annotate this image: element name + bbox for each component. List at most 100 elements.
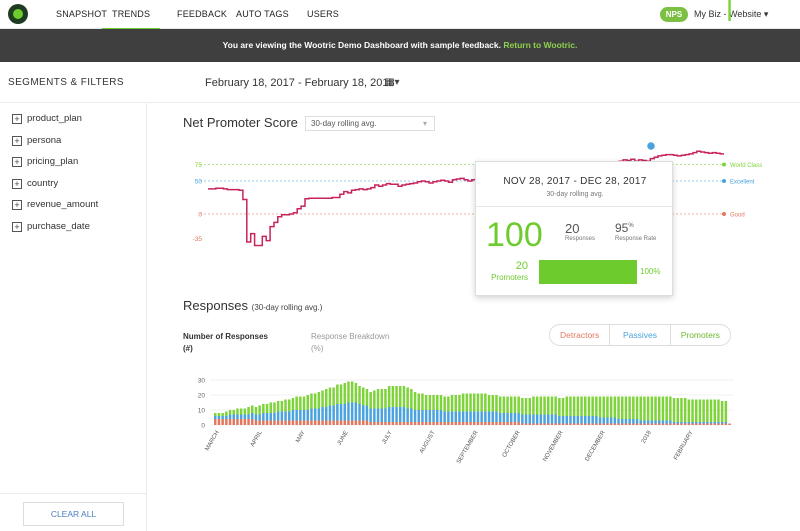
detractors-bar — [498, 422, 502, 425]
detractors-bar — [317, 420, 321, 425]
passives-bar — [595, 416, 598, 424]
nps-period-select[interactable]: 30-day rolling avg. ▾ — [305, 116, 435, 131]
passives-bar — [447, 411, 450, 422]
promoters-bar — [606, 396, 609, 418]
promoters-bar — [654, 396, 657, 421]
nav-tab-users[interactable]: USERS — [307, 9, 340, 19]
nps-badge[interactable]: NPS — [660, 7, 688, 22]
account-dropdown[interactable]: My Biz - Website ▾ — [694, 9, 769, 19]
expand-icon[interactable]: + — [12, 200, 22, 210]
detractors-bar — [547, 423, 550, 425]
passives-bar — [628, 419, 631, 424]
calendar-icon[interactable]: ▦▾ — [385, 77, 400, 88]
tooltip-responses-label: Responses — [565, 236, 596, 242]
detractors-bar — [487, 422, 491, 425]
detractors-bar — [535, 423, 539, 425]
expand-icon[interactable]: + — [12, 178, 22, 189]
chevron-down-icon: ▾ — [422, 119, 427, 128]
passives-bar — [709, 422, 713, 424]
passives-toggle[interactable]: Passives — [609, 325, 669, 345]
promoters-bar — [569, 396, 572, 416]
promoters-bar — [565, 396, 568, 416]
tab-label: Response Breakdown — [311, 332, 390, 341]
passives-bar — [565, 416, 568, 424]
detractors-bar — [265, 420, 269, 425]
nav-tab-auto-tags[interactable]: AUTO TAGS — [236, 9, 289, 19]
passives-bar — [658, 420, 661, 424]
filter-product-plan[interactable]: + product_plan — [12, 113, 98, 135]
detractors-bar — [506, 422, 509, 425]
detractors-toggle[interactable]: Detractors — [560, 330, 600, 340]
responses-y-tick: 30 — [198, 378, 206, 385]
nav-tab-feedback[interactable]: FEEDBACK — [177, 9, 228, 19]
return-link[interactable]: Return to Wootric. — [503, 40, 578, 50]
passives-bar — [243, 414, 247, 419]
expand-icon[interactable]: + — [12, 114, 22, 124]
passives-bar — [587, 416, 591, 424]
detractors-bar — [550, 423, 554, 425]
expand-icon[interactable]: + — [12, 135, 22, 146]
expand-icon[interactable]: + — [12, 221, 22, 232]
tooltip-responses: 20 — [565, 221, 580, 236]
detractors-bar — [532, 423, 535, 425]
promoters-bar — [391, 386, 395, 407]
passives-bar — [643, 420, 646, 424]
promoters-bar — [221, 413, 224, 416]
benchmark-dot — [722, 179, 726, 183]
wootric-logo[interactable] — [8, 4, 28, 24]
passives-bar — [417, 410, 420, 422]
clear-all-button[interactable]: CLEAR ALL — [23, 502, 124, 526]
promoters-bar — [399, 386, 402, 407]
promoters-bar — [632, 396, 635, 419]
detractors-bar — [225, 419, 228, 425]
benchmark-dot — [722, 162, 726, 167]
detractors-bar — [221, 419, 224, 425]
tooltip-nps-score: 100 — [486, 216, 543, 254]
passives-bar — [291, 410, 295, 421]
expand-icon[interactable]: + — [12, 157, 22, 167]
passives-bar — [510, 413, 513, 422]
passives-bar — [288, 411, 291, 421]
detractors-bar — [254, 420, 258, 425]
filter-pricing-plan[interactable]: + pricing_plan — [12, 156, 98, 178]
passives-bar — [239, 414, 243, 419]
promoters-toggle[interactable]: Promoters — [669, 325, 730, 345]
promoters-bar — [476, 393, 480, 412]
nav-tab-snapshot[interactable]: SNAPSHOT — [56, 9, 108, 19]
filter-revenue-amount[interactable]: + revenue_amount — [12, 199, 98, 221]
filter-persona[interactable]: + persona — [12, 135, 98, 157]
passives-bar — [646, 420, 650, 424]
detractors-bar — [602, 423, 605, 425]
month-tick: JULY — [381, 430, 393, 445]
passives-bar — [369, 408, 372, 422]
detractors-bar — [217, 419, 221, 425]
date-range[interactable]: February 18, 2017 - February 18, 2018 — [205, 77, 395, 89]
detractors-bar — [321, 420, 324, 425]
detractors-bar — [469, 422, 472, 425]
filter-label: persona — [27, 134, 62, 146]
number-of-responses-tab[interactable]: Number of Responses (#) — [183, 331, 268, 355]
filter-label: revenue_amount — [27, 199, 99, 210]
nav-tab-trends[interactable]: TRENDS — [102, 9, 161, 31]
detractors-bar — [450, 422, 454, 425]
promoters-bar — [528, 398, 531, 415]
passives-bar — [680, 422, 683, 424]
promoters-bar — [572, 396, 576, 416]
passives-bar — [720, 422, 724, 424]
detractors-bar — [406, 422, 409, 425]
detractors-bar — [380, 422, 383, 425]
promoters-bar — [602, 396, 605, 418]
promoters-bar — [387, 386, 391, 407]
promoters-bar — [691, 399, 694, 422]
passives-bar — [350, 402, 354, 421]
filter-country[interactable]: + country — [12, 178, 98, 200]
month-tick: MARCH — [205, 430, 221, 452]
passives-bar — [502, 413, 506, 422]
response-breakdown-tab[interactable]: Response Breakdown (%) — [311, 331, 389, 355]
filter-purchase-date[interactable]: + purchase_date — [12, 221, 98, 243]
promoters-bar — [598, 396, 602, 418]
promoters-bar — [717, 399, 720, 422]
tooltip-promoters-bar — [539, 260, 637, 284]
detractors-bar — [617, 423, 620, 425]
benchmark-dot — [722, 212, 726, 216]
